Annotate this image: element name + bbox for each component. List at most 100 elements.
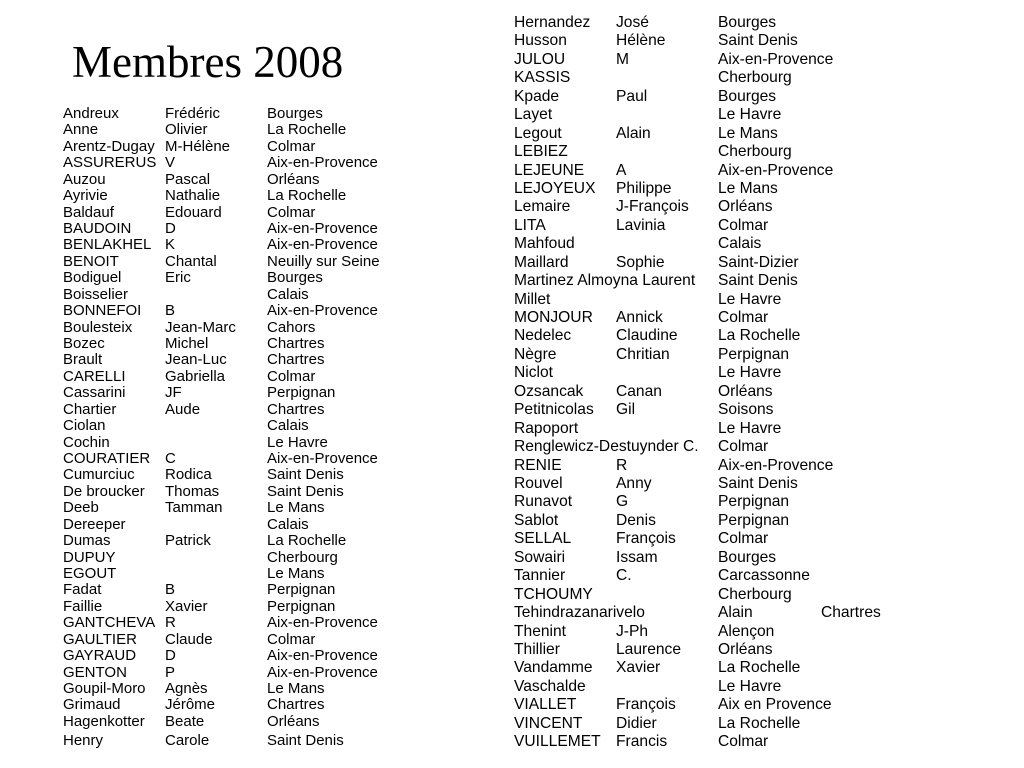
member-first-name: Claude <box>165 630 213 648</box>
member-city: Perpignan <box>267 597 336 615</box>
member-city: Chartres <box>267 335 325 353</box>
member-last-name: Thillier <box>514 640 560 658</box>
member-first-name: JF <box>165 384 182 402</box>
member-first-name: Gabriella <box>165 367 226 385</box>
member-last-name: Rapoport <box>514 419 579 437</box>
member-city: La Rochelle <box>718 659 801 677</box>
member-first-name: Annick <box>616 309 663 327</box>
member-city: Colmar <box>718 530 769 548</box>
member-city: Aix en Provence <box>718 696 832 714</box>
member-last-name: De broucker <box>63 482 145 500</box>
member-last-name: Cumurciuc <box>63 466 135 484</box>
member-first-name: D <box>165 647 176 665</box>
member-first-name: V <box>165 154 176 172</box>
member-last-name: EGOUT <box>63 565 117 583</box>
member-last-name: Anne <box>63 121 99 139</box>
member-city: Saint Denis <box>267 482 344 500</box>
member-first-name: Aude <box>165 400 201 418</box>
member-city: Orléans <box>718 640 773 658</box>
member-last-name: BAUDOIN <box>63 220 132 237</box>
member-last-name: Cochin <box>63 433 110 451</box>
member-first-name: Edouard <box>165 203 222 221</box>
member-city: Chartres <box>267 400 325 418</box>
member-city: Le Mans <box>718 179 778 197</box>
member-last-name: Ozsancak <box>514 382 584 400</box>
member-last-name: Nègre <box>514 345 557 363</box>
member-last-name: Vaschalde <box>514 677 586 695</box>
member-last-name: Goupil-Moro <box>63 680 146 698</box>
member-city: Le Havre <box>718 419 782 437</box>
member-last-name: VUILLEMET <box>514 733 601 751</box>
member-last-name: Legout <box>514 124 562 142</box>
member-city: Aix-en-Provence <box>267 647 378 665</box>
page-title: Membres 2008 <box>72 37 344 87</box>
member-city: Le Mans <box>267 680 325 698</box>
member-first-name: Tamman <box>165 499 223 517</box>
member-city: La Rochelle <box>718 327 801 345</box>
member-first-name: Gil <box>616 401 636 419</box>
member-city: Saint Denis <box>267 466 344 484</box>
member-first-name: Xavier <box>616 659 661 677</box>
member-city: Chartres <box>267 696 325 714</box>
member-last-name: Niclot <box>514 364 553 382</box>
member-last-name: Arentz-Dugay <box>63 137 155 155</box>
member-last-name: Martinez Almoyna Laurent <box>514 272 696 290</box>
member-last-name: Boisselier <box>63 285 129 303</box>
member-last-name: Faillie <box>63 597 103 615</box>
member-first-name: Pascal <box>165 170 211 188</box>
member-last-name: CARELLI <box>63 367 126 385</box>
member-first-name: Francis <box>616 733 668 751</box>
member-first-name: K <box>165 236 176 254</box>
member-first-name: Rodica <box>165 466 212 484</box>
member-last-name: Petitnicolas <box>514 401 594 419</box>
member-city: Chartres <box>267 351 325 369</box>
member-last-name: VINCENT <box>514 714 583 732</box>
member-city: Le Mans <box>267 499 325 517</box>
member-first-name: Thomas <box>165 482 220 500</box>
member-last-name: Hagenkotter <box>63 712 145 730</box>
member-first-name: M-Hélène <box>165 137 231 155</box>
member-city: Colmar <box>267 203 316 221</box>
member-first-name: Denis <box>616 511 656 529</box>
member-last-name: VIALLET <box>514 696 577 714</box>
member-city: Cherbourg <box>718 585 792 603</box>
member-city: Carcassonne <box>718 567 810 585</box>
member-city: Calais <box>267 285 309 303</box>
member-last-name: Renglewicz-Destuynder C. <box>514 438 699 456</box>
member-last-name: LITA <box>514 216 546 234</box>
member-last-name: Brault <box>63 351 103 369</box>
member-last-name: LEJEUNE <box>514 161 585 179</box>
member-last-name: Deeb <box>63 499 99 517</box>
member-city: Calais <box>267 417 309 435</box>
member-first-name: Agnès <box>165 680 208 698</box>
member-first-name: Alain <box>616 124 651 142</box>
member-first-name: C <box>165 450 176 468</box>
member-first-name: J-Ph <box>616 622 649 640</box>
member-first-name: François <box>616 696 676 714</box>
member-first-name: François <box>616 530 676 548</box>
member-last-name: KASSIS <box>514 69 571 87</box>
member-last-name: Grimaud <box>63 696 121 714</box>
member-first-name: Patrick <box>165 532 211 550</box>
member-last-name: Kpade <box>514 87 560 105</box>
member-city: Cherbourg <box>718 69 792 87</box>
member-last-name: DUPUY <box>63 548 116 566</box>
member-last-name: GAYRAUD <box>63 647 137 665</box>
member-city: Colmar <box>267 137 316 155</box>
member-first-name: C. <box>616 567 632 585</box>
member-city: Le Havre <box>718 364 782 382</box>
member-first-name: Paul <box>616 87 648 105</box>
member-city: Perpignan <box>718 493 790 511</box>
member-first-name: Anny <box>616 475 652 492</box>
member-first-name: Michel <box>165 335 209 353</box>
member-first-name: Lavinia <box>616 216 666 234</box>
member-city: Perpignan <box>718 345 790 363</box>
member-first-name: Nathalie <box>165 187 221 205</box>
member-city: La Rochelle <box>267 187 347 205</box>
member-last-name: Sowairi <box>514 548 566 566</box>
member-city: Bourges <box>718 87 777 105</box>
member-city: Aix-en-Provence <box>267 154 378 172</box>
member-city: Perpignan <box>267 581 336 599</box>
member-first-name: Jérôme <box>165 696 216 714</box>
member-last-name: Dereeper <box>63 515 126 533</box>
